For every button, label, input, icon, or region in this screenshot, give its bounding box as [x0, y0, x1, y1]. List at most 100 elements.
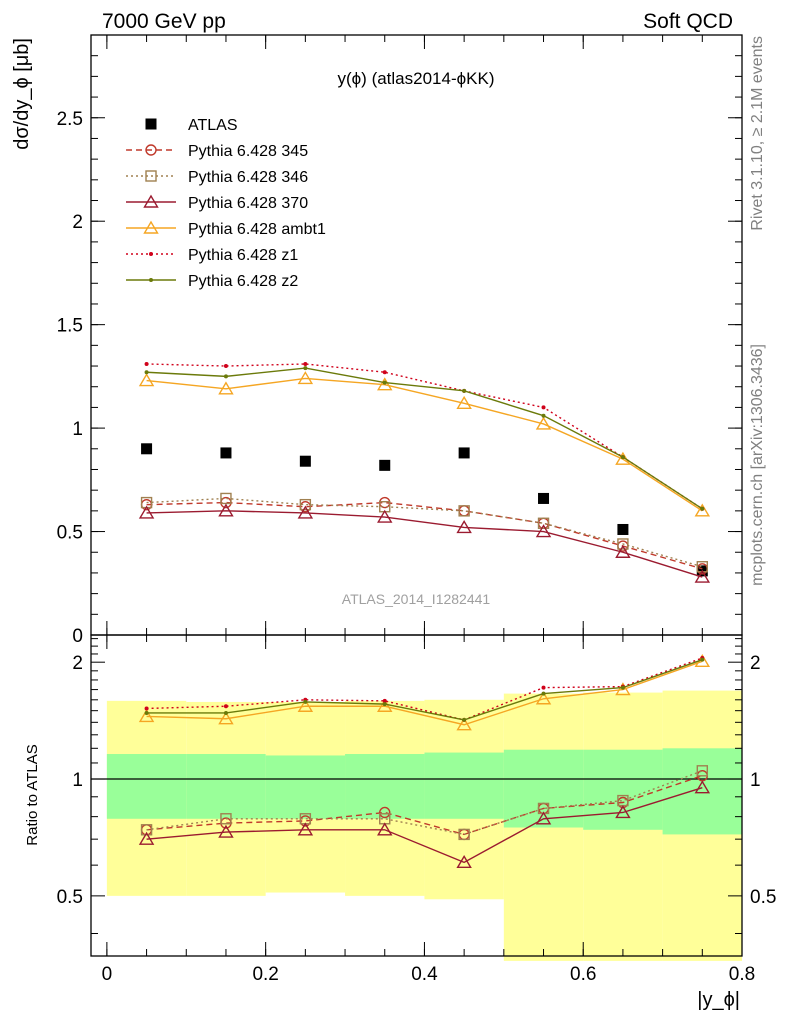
inner-band	[186, 754, 266, 819]
x-axis-label: |y_ϕ|	[697, 989, 740, 1011]
ratio-data-point	[220, 813, 232, 825]
data-point	[299, 498, 312, 511]
data-point	[620, 455, 625, 460]
ratio-data-point	[223, 704, 228, 709]
ratio-data-point	[297, 698, 314, 712]
data-point	[303, 361, 308, 366]
legend-marker	[149, 252, 153, 256]
data-point	[541, 413, 546, 418]
data-point	[223, 364, 228, 369]
ratio-data-point	[620, 685, 625, 690]
legend-label: Pythia 6.428 ambt1	[188, 221, 326, 238]
data-point	[617, 523, 629, 535]
data-point	[377, 377, 393, 391]
ratio-data-point	[377, 698, 393, 712]
x-tick-label: 0.4	[411, 964, 438, 985]
main-title: y(ϕ) (atlas2014-ϕKK)	[338, 69, 495, 88]
data-point	[382, 370, 387, 375]
series-0	[141, 443, 708, 577]
ratio-y-tick-label-right: 0.5	[750, 887, 776, 908]
main-series	[138, 361, 711, 583]
ratio-data-point	[303, 699, 308, 704]
series-line-5	[146, 363, 703, 510]
data-point	[456, 520, 472, 534]
ratio-data-point	[696, 765, 709, 777]
data-point	[615, 544, 631, 558]
data-point	[458, 505, 470, 517]
inner-band	[265, 755, 346, 819]
ratio-series	[138, 653, 711, 869]
data-point	[144, 370, 149, 375]
data-point	[535, 524, 552, 538]
ratio-data-point	[615, 682, 631, 696]
legend-label: Pythia 6.428 z1	[188, 247, 298, 264]
legend-label: Pythia 6.428 370	[188, 195, 308, 212]
legend-marker	[143, 220, 159, 234]
legend-label: Pythia 6.428 z2	[188, 273, 298, 290]
ratio-series-line-2	[146, 787, 703, 864]
series-line-3	[146, 510, 703, 578]
ratio-data-point	[382, 702, 387, 707]
series-4	[138, 371, 711, 517]
inner-band	[106, 754, 187, 819]
ratio-data-point	[458, 828, 470, 841]
legend-marker	[145, 170, 157, 182]
main-ylabel: dσ/dy_ϕ [μb]	[11, 38, 33, 150]
data-point	[537, 517, 550, 529]
ratio-data-point	[694, 780, 711, 794]
ratio-data-point	[223, 710, 228, 715]
data-point	[535, 416, 552, 430]
series-line-2	[146, 497, 703, 568]
ratio-data-point	[535, 811, 552, 825]
ratio-data-point	[144, 706, 149, 711]
x-tick-label: 0	[102, 964, 113, 985]
series-line-1	[146, 501, 703, 570]
ratio-data-point	[456, 717, 472, 731]
data-point	[220, 447, 232, 459]
inner-band	[424, 752, 504, 819]
ratio-ylabel: Ratio to ATLAS	[24, 744, 41, 845]
ratio-y-tick-label: 2	[72, 653, 83, 674]
data-point	[458, 447, 470, 459]
ratio-data-point	[535, 691, 552, 705]
ratio-series-2	[138, 780, 711, 869]
ratio-data-point	[144, 710, 149, 715]
data-point	[694, 503, 711, 517]
data-point	[297, 371, 314, 385]
ratio-y-tick-label-right: 2	[750, 653, 761, 674]
series-1	[140, 496, 709, 575]
ratio-data-point	[456, 854, 472, 869]
data-point	[297, 505, 314, 519]
legend-marker	[143, 194, 159, 208]
ratio-data-point	[700, 657, 705, 662]
ratio-series-line-0	[146, 775, 703, 836]
ratio-series-line-5	[146, 659, 703, 721]
ratio-series-line-4	[146, 657, 703, 721]
rivet-label: Rivet 3.1.10, ≥ 2.1M events	[749, 36, 766, 231]
legend-label: Pythia 6.428 345	[188, 143, 308, 160]
inner-band	[345, 754, 425, 819]
ratio-data-point	[377, 822, 393, 836]
data-point	[382, 380, 387, 385]
main-y-tick-label: 1	[72, 419, 83, 440]
data-point	[303, 366, 308, 371]
data-point	[141, 443, 153, 455]
inner-band	[662, 748, 742, 835]
legend-marker	[145, 144, 157, 156]
x-tick-label: 0.2	[252, 964, 278, 985]
data-point	[462, 388, 467, 393]
data-point	[223, 374, 228, 379]
legend-label: ATLAS	[188, 117, 238, 134]
main-axes: 0 0.5 1 1.5 2 2.5	[57, 34, 743, 647]
data-point	[617, 538, 629, 550]
data-point	[218, 503, 234, 517]
main-panel: y(ϕ) (atlas2014-ϕKK) ATLAS_2014_I1282441…	[11, 34, 743, 647]
ratio-data-point	[541, 685, 546, 690]
data-point	[694, 569, 711, 583]
data-point	[541, 405, 546, 410]
ratio-data-point	[462, 717, 467, 722]
ratio-data-point	[382, 698, 387, 703]
main-y-tick-label: 2	[72, 212, 83, 233]
legend-label: Pythia 6.428 346	[188, 169, 308, 186]
